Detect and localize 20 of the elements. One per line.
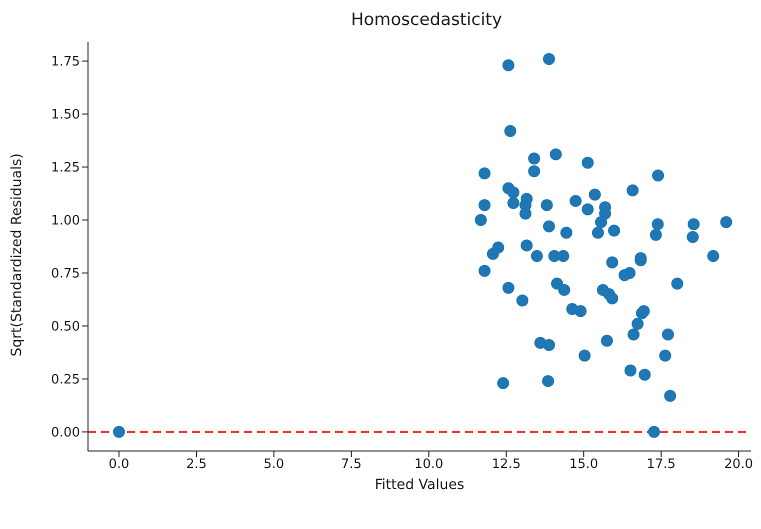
x-tick-label: 12.5 (492, 457, 521, 472)
y-tick-label: 0.75 (51, 266, 80, 282)
x-tick-label: 5.0 (264, 457, 284, 472)
x-tick-label: 17.5 (646, 457, 676, 472)
x-tick-label: 20.0 (724, 457, 754, 472)
y-axis-title: Sqrt(Standardized Residuals) (8, 153, 25, 356)
y-tick-label: 0.25 (51, 372, 80, 388)
x-axis-title: Fitted Values (374, 477, 464, 493)
x-tick-label: 15.0 (569, 457, 598, 472)
x-tick-label: 7.5 (340, 457, 362, 472)
y-tick-label: 0.50 (51, 320, 80, 335)
chart-title: Homoscedasticity (350, 10, 504, 30)
x-tick-label: 2.5 (186, 457, 207, 472)
x-tick-label: 0.0 (108, 457, 130, 472)
y-tick-label: 1.25 (51, 160, 80, 176)
x-tick-label: 10.0 (414, 457, 444, 472)
y-tick-label: 1.50 (51, 108, 80, 123)
y-tick-label: 1.75 (51, 54, 80, 70)
y-tick-label: 1.00 (51, 214, 80, 229)
y-tick-label: 0.00 (51, 426, 80, 441)
